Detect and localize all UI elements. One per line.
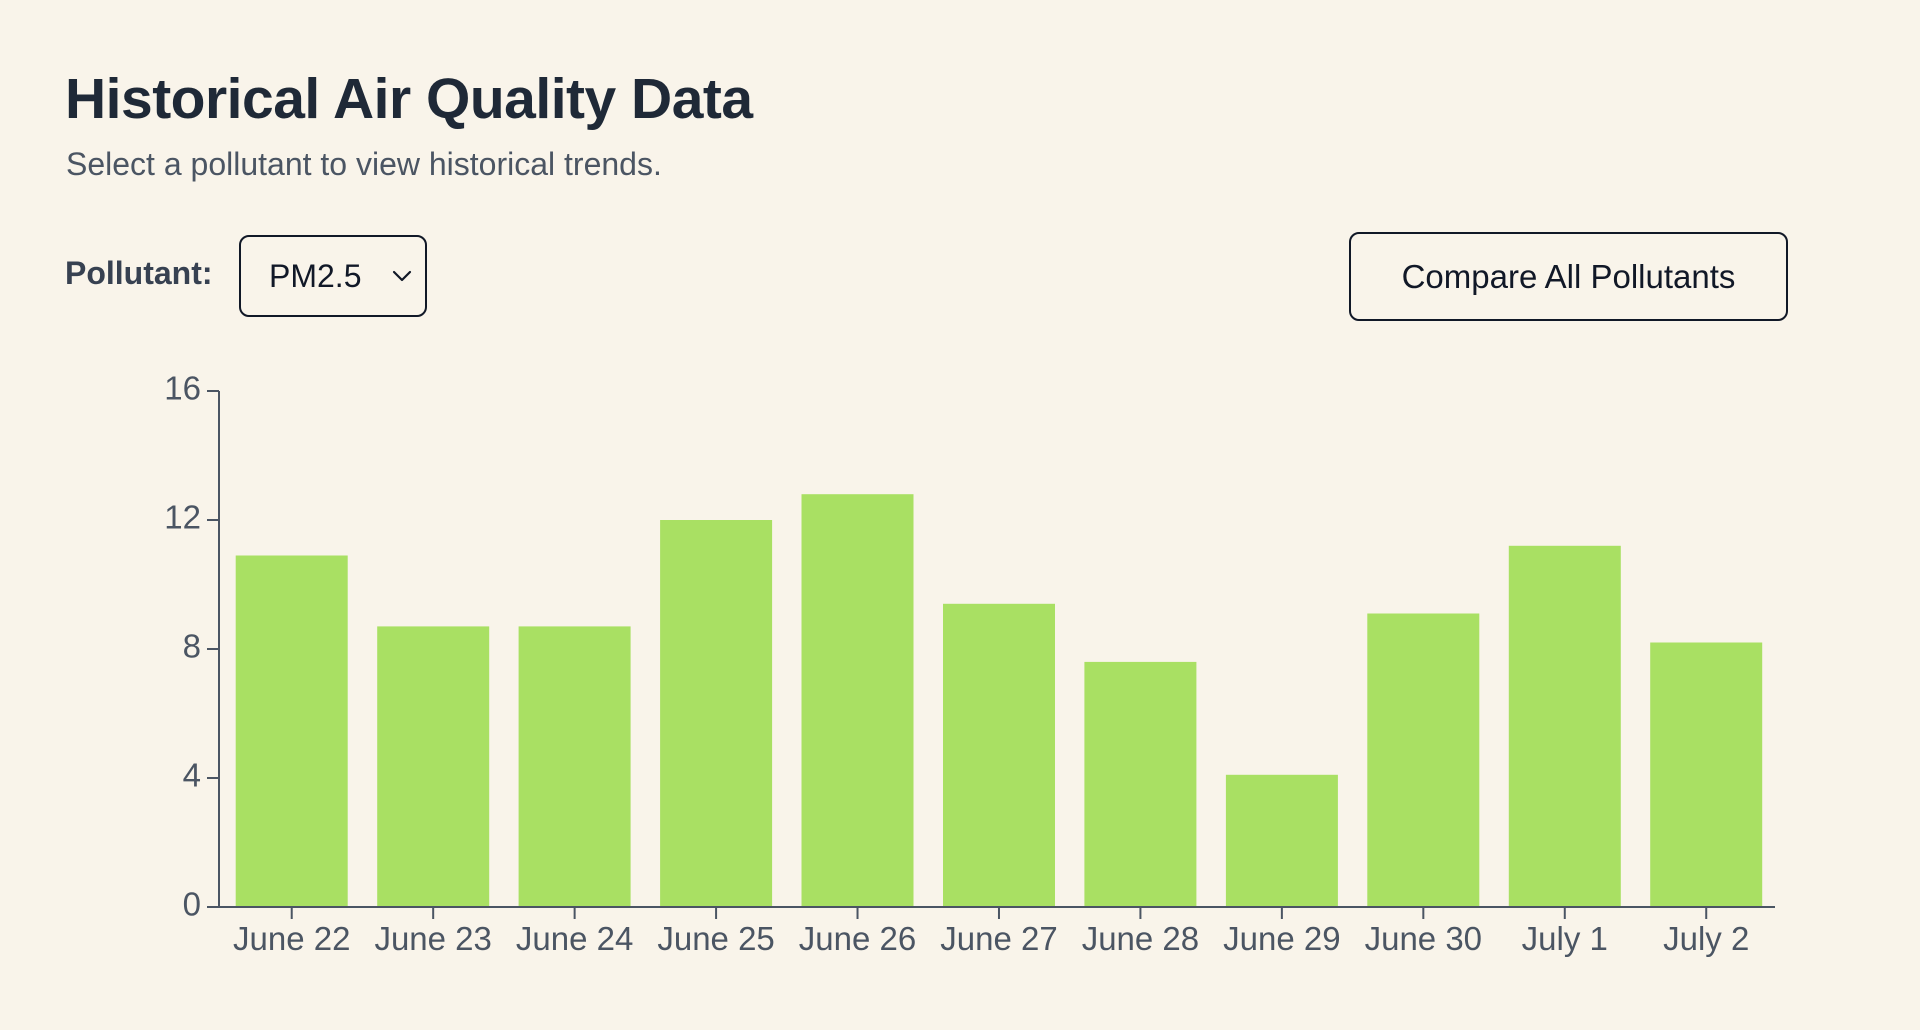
compare-all-pollutants-button[interactable]: Compare All Pollutants [1349,232,1788,321]
y-tick-label: 4 [183,757,201,794]
x-tick-label: June 25 [657,920,774,957]
axes: 0 4 8 12 16 June 22 June 23 June 24 June 25 June … [164,370,1775,957]
x-tick-label: June 29 [1223,920,1340,957]
pollutant-select-value: PM2.5 [269,257,362,294]
bar-june-25 [660,520,773,907]
bar-june-28 [1084,661,1197,907]
bar-june-22 [235,555,348,907]
bar-june-26 [801,494,914,907]
x-tick-label: June 24 [516,920,633,957]
chevron-down-icon [392,270,412,282]
x-tick-label: June 26 [799,920,916,957]
x-tick-label: June 30 [1365,920,1482,957]
x-tick-label: June 28 [1082,920,1199,957]
y-tick-label: 8 [183,628,201,665]
pollutant-select[interactable]: PM2.5 [239,235,427,317]
bar-june-30 [1367,613,1480,907]
page-subtitle: Select a pollutant to view historical tr… [66,146,662,182]
x-tick-label: July 1 [1522,920,1608,957]
page-title: Historical Air Quality Data [65,67,753,131]
bar-june-29 [1225,774,1338,907]
y-tick-label: 12 [164,499,201,536]
bar-july-2 [1650,642,1763,907]
x-tick-label: June 22 [233,920,350,957]
x-tick-label: June 23 [374,920,491,957]
x-tick-label: June 27 [940,920,1057,957]
pollutant-label: Pollutant: [65,255,213,291]
y-tick-label: 0 [183,886,201,923]
bar-june-23 [377,626,490,907]
y-tick-label: 16 [164,370,201,407]
bar-june-24 [518,626,631,907]
bar-june-27 [943,603,1055,907]
x-tick-label: July 2 [1663,920,1749,957]
bar-july-1 [1508,545,1621,907]
bars [235,494,1763,907]
